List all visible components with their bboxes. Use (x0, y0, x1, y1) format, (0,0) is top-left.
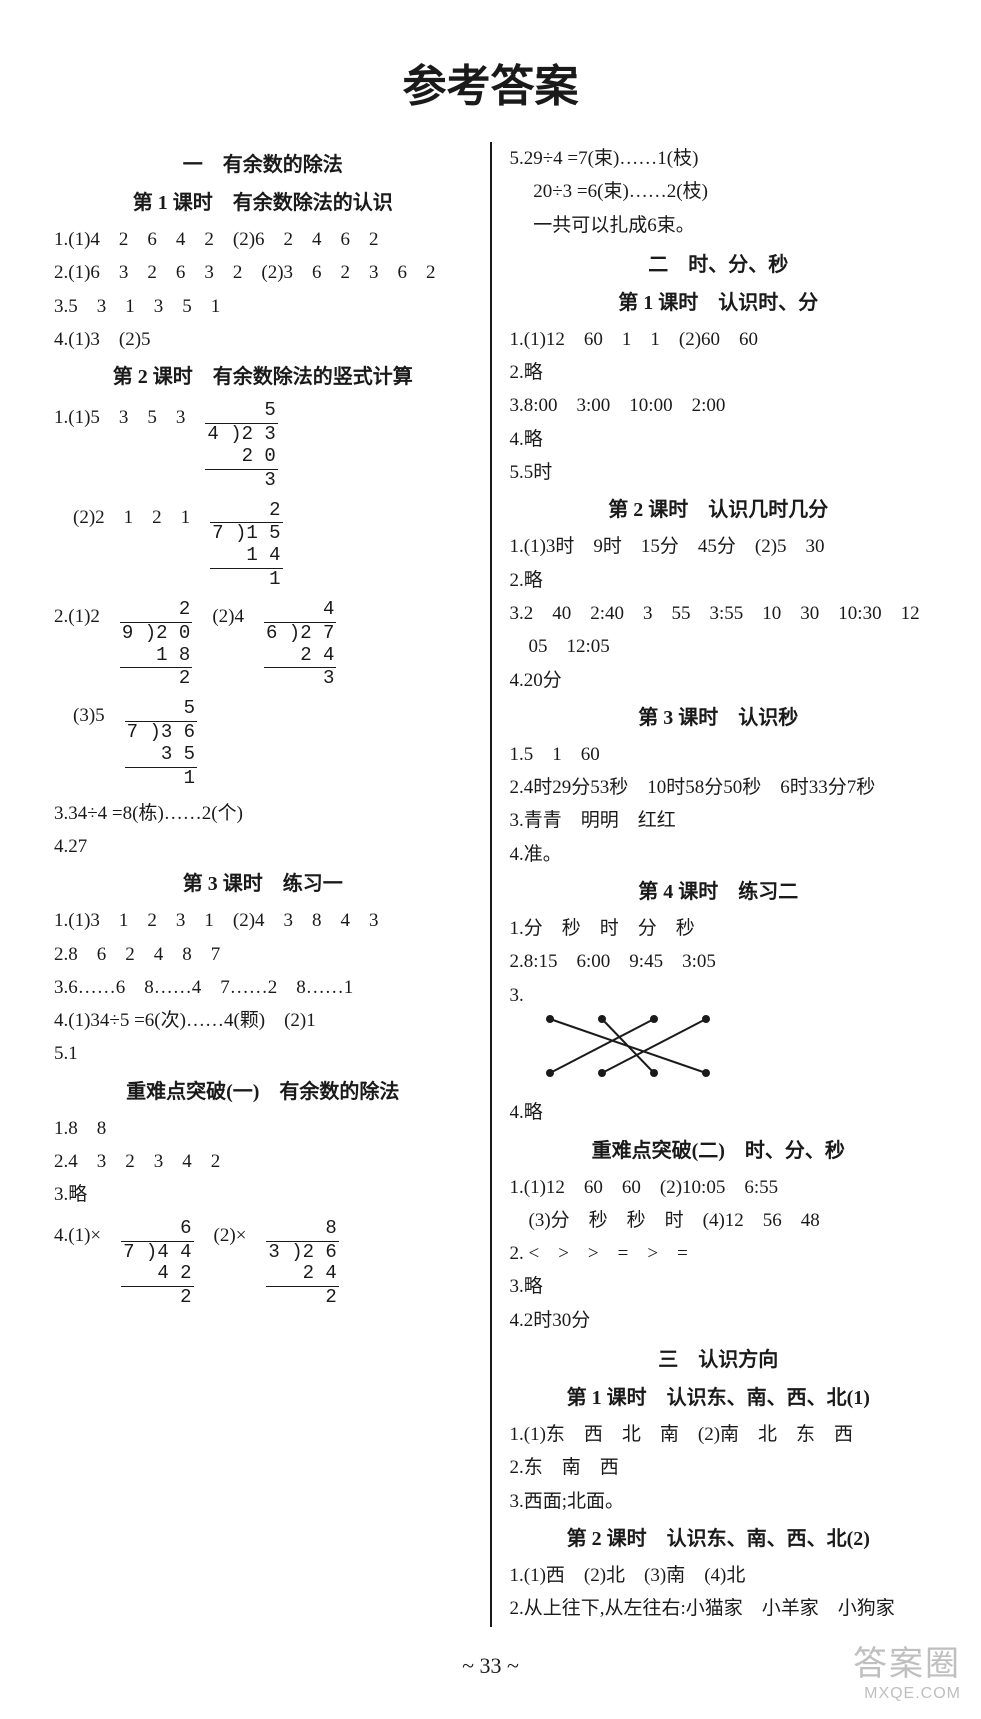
answer-line: 4.(1)3 (2)5 (54, 324, 472, 356)
answer-line: 一共可以扎成6束。 (510, 210, 928, 242)
column-divider (490, 142, 492, 1627)
answer-line: 20÷3 =6(束)……2(枝) (510, 176, 928, 208)
answer-line: 3.青青 明明 红红 (510, 805, 928, 837)
page-number: ~ 33 ~ (40, 1653, 941, 1679)
answer-line: 3.略 (54, 1179, 472, 1211)
watermark-bottom: MXQE.COM (853, 1685, 961, 1703)
answer-line: (3)5 (54, 698, 105, 732)
lesson-2-2-title: 第 2 课时 认识几时几分 (510, 493, 928, 527)
answer-line: 5.29÷4 =7(束)……1(枝) (510, 143, 928, 175)
chapter-3-title: 三 认识方向 (510, 1343, 928, 1377)
answer-line: 3.2 40 2:40 3 55 3:55 10 30 10:30 12 (510, 598, 928, 630)
long-division: 46 )2 7 2 4 3 (264, 599, 336, 690)
answer-line: 4.略 (510, 424, 928, 456)
answer-line: (2)2 1 2 1 (54, 500, 190, 534)
answer-line: 1.(1)12 60 60 (2)10:05 6:55 (510, 1172, 928, 1204)
answer-line: 1.(1)5 3 5 3 (54, 400, 185, 434)
answer-line: (2)4 (212, 599, 244, 633)
answer-line: 4.20分 (510, 665, 928, 697)
answer-line: 2.4 3 2 3 4 2 (54, 1146, 472, 1178)
lesson-2-1-title: 第 1 课时 认识时、分 (510, 286, 928, 320)
lesson-3-1-title: 第 1 课时 认识东、南、西、北(1) (510, 1381, 928, 1415)
answer-line: 2. < > > = > = (510, 1238, 928, 1270)
answer-line: 2.(1)6 3 2 6 3 2 (2)3 6 2 3 6 2 (54, 257, 472, 289)
answer-line: 3.西面;北面。 (510, 1486, 928, 1518)
answer-line: 4.略 (510, 1097, 928, 1129)
column-right: 5.29÷4 =7(束)……1(枝) 20÷3 =6(束)……2(枝) 一共可以… (496, 142, 942, 1627)
answer-line: 4.(1)34÷5 =6(次)……4(颗) (2)1 (54, 1005, 472, 1037)
lesson-2-4-title: 第 4 课时 练习二 (510, 875, 928, 909)
long-division-row: (2)2 1 2 1 27 )1 5 1 4 1 (54, 500, 472, 591)
answer-line: 3.6……6 8……4 7……2 8……1 (54, 972, 472, 1004)
matching-lines-diagram (528, 1011, 748, 1081)
answer-line: 1.(1)3时 9时 15分 45分 (2)5 30 (510, 531, 928, 563)
lesson-1-3-title: 第 3 课时 练习一 (54, 867, 472, 901)
long-division: 83 )2 6 2 4 2 (266, 1218, 338, 1309)
answer-line: 2.4时29分53秒 10时58分50秒 6时33分7秒 (510, 772, 928, 804)
answer-line: 4.2时30分 (510, 1305, 928, 1337)
answer-line: 1.(1)西 (2)北 (3)南 (4)北 (510, 1560, 928, 1592)
answer-line: 3.略 (510, 1271, 928, 1303)
answer-line: 3. (510, 980, 928, 1012)
lesson-3-2-title: 第 2 课时 认识东、南、西、北(2) (510, 1522, 928, 1556)
lesson-1-1-title: 第 1 课时 有余数除法的认识 (54, 186, 472, 220)
page-title: 参考答案 (40, 50, 941, 114)
column-left: 一 有余数的除法 第 1 课时 有余数除法的认识 1.(1)4 2 6 4 2 … (40, 142, 486, 1627)
answer-line: 2.(1)2 (54, 599, 100, 633)
answer-line: 2.从上往下,从左往右:小猫家 小羊家 小狗家 (510, 1593, 928, 1625)
long-division: 27 )1 5 1 4 1 (210, 500, 282, 591)
answer-line: 1.分 秒 时 分 秒 (510, 913, 928, 945)
lesson-1-2-title: 第 2 课时 有余数除法的竖式计算 (54, 360, 472, 394)
long-division-row: (3)5 57 )3 6 3 5 1 (54, 698, 472, 789)
chapter-2-title: 二 时、分、秒 (510, 248, 928, 282)
answer-line: 3.34÷4 =8(栋)……2(个) (54, 798, 472, 830)
answer-line: 1.(1)4 2 6 4 2 (2)6 2 4 6 2 (54, 224, 472, 256)
answer-line: 1.(1)12 60 1 1 (2)60 60 (510, 324, 928, 356)
long-division: 57 )3 6 3 5 1 (125, 698, 197, 789)
long-division-row: 4.(1)× 67 )4 4 4 2 2 (2)× 83 )2 6 2 4 2 (54, 1218, 472, 1309)
answer-line: 2.东 南 西 (510, 1452, 928, 1484)
answer-line: 05 12:05 (510, 631, 928, 663)
answer-line: 1.8 8 (54, 1113, 472, 1145)
long-division: 29 )2 0 1 8 2 (120, 599, 192, 690)
answer-line: 2.略 (510, 357, 928, 389)
answer-line: 4.27 (54, 831, 472, 863)
long-division: 54 )2 3 2 0 3 (205, 400, 277, 491)
answer-line: 5.1 (54, 1038, 472, 1070)
answer-line: 3.8:00 3:00 10:00 2:00 (510, 390, 928, 422)
long-division: 67 )4 4 4 2 2 (121, 1218, 193, 1309)
answer-line: 2.略 (510, 565, 928, 597)
answer-line: 1.(1)3 1 2 3 1 (2)4 3 8 4 3 (54, 905, 472, 937)
answer-line: (2)× (214, 1218, 247, 1252)
lesson-2-3-title: 第 3 课时 认识秒 (510, 701, 928, 735)
answer-line: 4.准。 (510, 839, 928, 871)
answer-line: 2.8 6 2 4 8 7 (54, 939, 472, 971)
answer-line: 3.5 3 1 3 5 1 (54, 291, 472, 323)
answer-line: 1.5 1 60 (510, 739, 928, 771)
two-column-layout: 一 有余数的除法 第 1 课时 有余数除法的认识 1.(1)4 2 6 4 2 … (40, 142, 941, 1627)
hard-1-title: 重难点突破(一) 有余数的除法 (54, 1075, 472, 1109)
answer-line: (3)分 秒 秒 时 (4)12 56 48 (510, 1205, 928, 1237)
answer-line: 4.(1)× (54, 1218, 101, 1252)
hard-2-title: 重难点突破(二) 时、分、秒 (510, 1134, 928, 1168)
answer-line: 2.8:15 6:00 9:45 3:05 (510, 946, 928, 978)
chapter-1-title: 一 有余数的除法 (54, 148, 472, 182)
answer-line: 1.(1)东 西 北 南 (2)南 北 东 西 (510, 1419, 928, 1451)
answer-line: 5.5时 (510, 457, 928, 489)
long-division-row: 2.(1)2 29 )2 0 1 8 2 (2)4 46 )2 7 2 4 3 (54, 599, 472, 690)
long-division-row: 1.(1)5 3 5 3 54 )2 3 2 0 3 (54, 400, 472, 491)
